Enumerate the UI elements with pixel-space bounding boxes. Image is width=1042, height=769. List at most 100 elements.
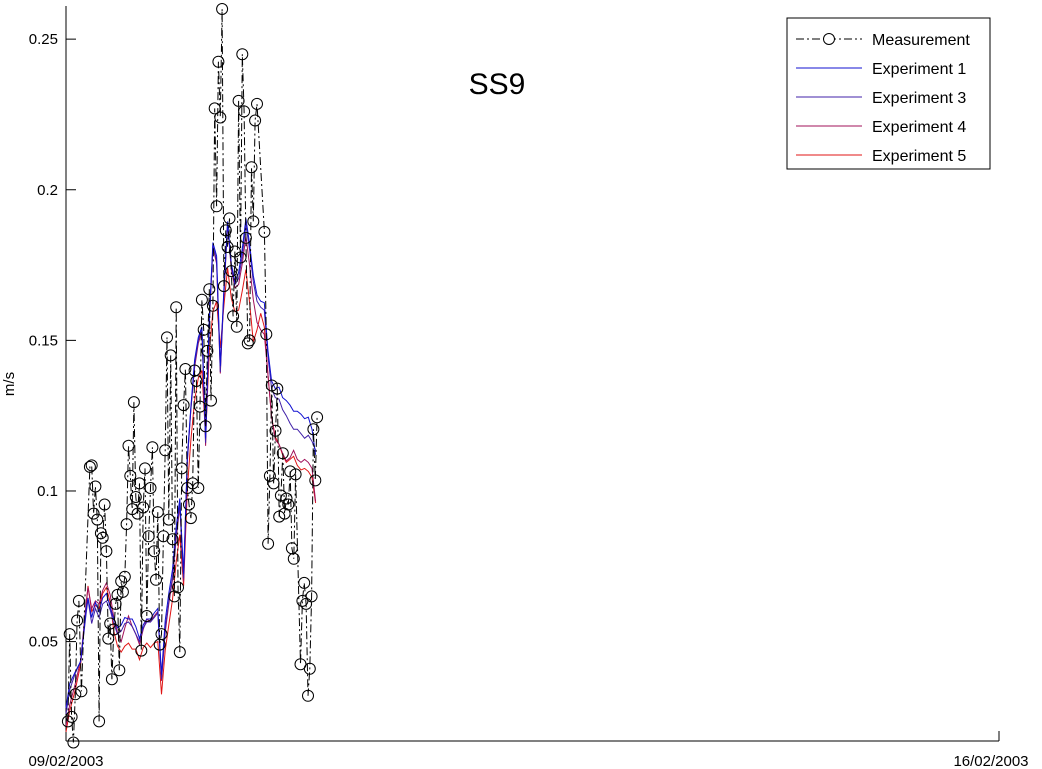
measurement-point: [116, 585, 129, 598]
measurement-point: [122, 439, 135, 452]
measurement-point: [247, 215, 260, 228]
legend: Measurement Experiment 1 Experiment 3 Exper…: [786, 17, 991, 170]
measurement-point: [166, 533, 179, 546]
measurement-point: [89, 480, 102, 493]
measurement-point: [280, 492, 293, 505]
measurement-point: [179, 363, 192, 375]
measurement-point: [61, 715, 74, 728]
measurement-point: [194, 400, 206, 413]
legend-label-experiment-3: Experiment 3: [872, 90, 966, 107]
measurement-point: [113, 664, 126, 677]
measurement-point: [91, 513, 104, 526]
measurement-point: [107, 623, 120, 636]
measurement-point: [221, 241, 234, 253]
measurement-point: [71, 614, 84, 627]
measurement-point: [258, 225, 271, 238]
measurement-point: [75, 685, 88, 698]
legend-label-experiment-5: Experiment 5: [872, 148, 966, 165]
measurement-point: [96, 531, 109, 544]
measurement-point: [298, 576, 311, 589]
measurement-point: [271, 382, 284, 395]
measurement-point: [93, 715, 106, 728]
measurement-point: [142, 530, 155, 543]
y-axis-ticks: 0.05 0.1 0.15 0.2 0.25: [29, 31, 76, 651]
measurement-point: [129, 491, 142, 503]
measurement-point: [120, 518, 133, 531]
measurement-point: [69, 688, 82, 701]
measurement-point: [230, 320, 243, 333]
chart-title: SS9: [469, 68, 526, 101]
measurement-point: [109, 597, 122, 610]
measurement-point: [98, 498, 111, 511]
measurement-point: [232, 94, 245, 107]
series-layer: [61, 3, 324, 749]
series-line-experiment-1: [65, 218, 317, 708]
x-tick-label-end: 16/02/2003: [953, 753, 1028, 769]
measurement-point: [282, 498, 295, 511]
measurement-point: [276, 447, 289, 460]
measurement-point: [124, 469, 137, 482]
measurement-point: [234, 251, 247, 264]
measurement-point: [214, 111, 227, 124]
measurement-point: [225, 265, 238, 278]
measurement-point: [267, 477, 280, 490]
measurement-point: [265, 379, 278, 392]
measurement-point: [195, 293, 208, 306]
measurement-point: [287, 552, 300, 565]
measurement-point: [205, 394, 217, 407]
measurement-point: [146, 441, 159, 454]
measurement-point: [249, 114, 262, 127]
x-tick-label-start: 09/02/2003: [28, 753, 103, 769]
measurement-point: [184, 512, 197, 525]
measurement-point: [144, 482, 157, 494]
measurement-point: [269, 424, 282, 437]
measurement-point: [192, 482, 205, 494]
measurement-point: [87, 507, 100, 520]
measurement-point: [223, 212, 236, 225]
measurement-point: [175, 462, 188, 475]
measurement-point: [302, 689, 314, 702]
series-line-measurement: [67, 8, 318, 743]
measurement-point: [140, 610, 153, 622]
measurement-point: [238, 105, 251, 118]
measurement-point: [148, 545, 161, 558]
legend-label-experiment-1: Experiment 1: [872, 61, 966, 78]
measurement-point: [177, 399, 190, 412]
y-tick-label: 0.2: [37, 182, 58, 199]
measurement-point: [190, 375, 203, 387]
measurement-point: [100, 545, 113, 558]
measurement-point: [203, 283, 216, 296]
measurement-point: [289, 468, 302, 481]
measurement-point: [65, 710, 78, 723]
measurement-point: [137, 501, 150, 514]
measurement-point: [206, 299, 219, 312]
measurement-point: [105, 673, 118, 686]
x-axis-ticks: 09/02/2003 16/02/2003: [28, 753, 1028, 769]
measurement-point: [104, 617, 117, 630]
measurement-point: [241, 337, 254, 350]
measurement-point: [161, 331, 173, 344]
measurement-point: [183, 498, 195, 511]
measurement-point: [151, 506, 164, 519]
measurement-point: [172, 581, 184, 594]
measurement-point: [201, 344, 214, 357]
measurement-point: [159, 444, 172, 457]
measurement-point: [157, 530, 170, 543]
measurement-point: [164, 349, 177, 362]
measurement-point: [118, 570, 131, 583]
measurement-point: [251, 97, 263, 110]
measurement-point: [162, 513, 175, 526]
measurement-point: [217, 280, 230, 293]
measurement-point: [127, 396, 140, 409]
y-tick-label: 0.15: [29, 332, 58, 349]
measurement-point: [85, 459, 98, 472]
y-tick-label: 0.25: [29, 31, 58, 48]
legend-label-experiment-4: Experiment 4: [872, 119, 966, 136]
legend-label-measurement: Measurement: [872, 32, 970, 49]
measurement-point: [173, 646, 186, 659]
y-axis-label: m/s: [1, 372, 18, 396]
measurement-point: [102, 632, 115, 645]
measurement-point: [199, 420, 212, 433]
measurement-point: [245, 161, 258, 174]
measurement-point: [263, 469, 276, 482]
